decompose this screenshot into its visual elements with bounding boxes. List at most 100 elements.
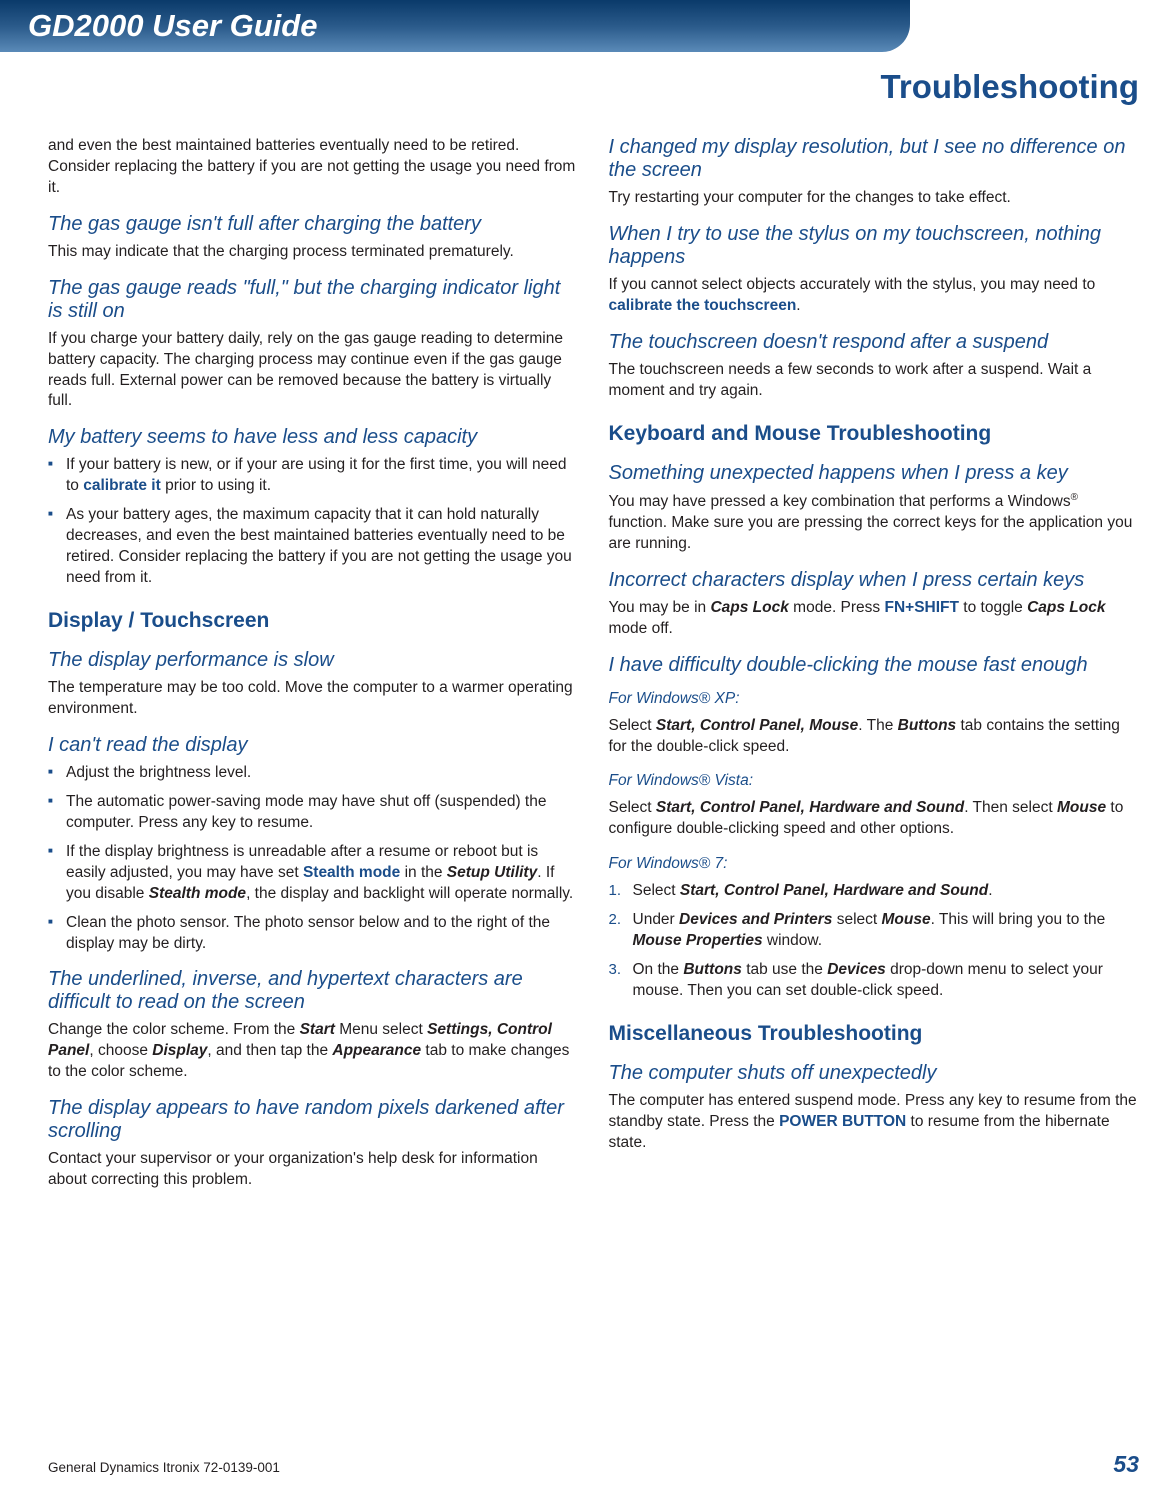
list-item: If the display brightness is unreadable … [48,842,579,905]
text-fragment: prior to using it. [161,477,271,494]
page-number: 53 [1113,1451,1139,1478]
text-fragment: Select [609,799,656,816]
text-underlined: Change the color scheme. From the Start … [48,1020,579,1083]
heading-resolution: I changed my display resolution, but I s… [609,136,1140,182]
text-xp: Select Start, Control Panel, Mouse. The … [609,716,1140,758]
bold-italic: Caps Lock [1027,599,1105,616]
bold-italic: Setup Utility [447,864,537,881]
heading-win7: For Windows® 7: [609,854,1140,875]
text-fragment: . Then select [964,799,1057,816]
heading-suspend: The touchscreen doesn't respond after a … [609,331,1140,354]
heading-xp: For Windows® XP: [609,689,1140,710]
list-item: As your battery ages, the maximum capaci… [48,505,579,589]
text-fragment: , the display and backlight will operate… [246,885,573,902]
text-shutoff: The computer has entered suspend mode. P… [609,1091,1140,1154]
text-fragment: On the [633,961,684,978]
text-stylus: If you cannot select objects accurately … [609,275,1140,317]
battery-capacity-list: If your battery is new, or if your are u… [48,455,579,589]
text-fragment: , choose [89,1042,152,1059]
text-suspend: The touchscreen needs a few seconds to w… [609,360,1140,402]
left-column: and even the best maintained batteries e… [48,136,579,1205]
fn-shift-link[interactable]: FN+SHIFT [884,599,959,616]
step-number: 3. [609,960,622,980]
text-fragment: , and then tap the [207,1042,332,1059]
text-fragment: Menu select [335,1021,427,1038]
list-item: If your battery is new, or if your are u… [48,455,579,497]
step-number: 2. [609,910,622,930]
text-fragment: . This will bring you to the [931,911,1106,928]
text-fragment: window. [763,932,822,949]
text-gas-not-full: This may indicate that the charging proc… [48,242,579,263]
heading-underlined: The underlined, inverse, and hypertext c… [48,968,579,1014]
footer-text: General Dynamics Itronix 72-0139-001 [48,1460,280,1475]
text-fragment: Select [633,882,680,899]
step-number: 1. [609,881,622,901]
bold-italic: Caps Lock [710,599,788,616]
bold-italic: Display [152,1042,207,1059]
text-fragment: select [832,911,881,928]
bold-italic: Mouse [1057,799,1106,816]
heading-unexpected-key: Something unexpected happens when I pres… [609,462,1140,485]
text-fragment: to toggle [959,599,1027,616]
text-fragment: mode off. [609,620,673,637]
list-item: 2. Under Devices and Printers select Mou… [609,910,1140,952]
bold-italic: Start, Control Panel, Hardware and Sound [680,882,988,899]
text-fragment: Select [609,717,656,734]
text-unexpected-key: You may have pressed a key combination t… [609,491,1140,555]
text-fragment: Under [633,911,680,928]
bold-italic: Mouse Properties [633,932,763,949]
heading-gas-full-light: The gas gauge reads "full," but the char… [48,277,579,323]
list-item: Adjust the brightness level. [48,763,579,784]
bold-italic: Buttons [898,717,957,734]
bold-italic: Start, Control Panel, Mouse [656,717,858,734]
text-resolution: Try restarting your computer for the cha… [609,188,1140,209]
calibrate-it-link[interactable]: calibrate it [83,477,161,494]
registered-mark: ® [1071,492,1078,503]
section-title: Troubleshooting [0,52,1167,106]
heading-shutoff: The computer shuts off unexpectedly [609,1062,1140,1085]
stealth-mode-link[interactable]: Stealth mode [303,864,400,881]
bold-italic: Buttons [683,961,742,978]
text-fragment: function. Make sure you are pressing the… [609,514,1133,552]
bold-italic: Devices and Printers [679,911,832,928]
footer: General Dynamics Itronix 72-0139-001 53 [48,1451,1139,1478]
content-columns: and even the best maintained batteries e… [0,106,1167,1205]
text-random-pixels: Contact your supervisor or your organiza… [48,1149,579,1191]
list-item: Clean the photo sensor. The photo sensor… [48,913,579,955]
text-fragment: . The [858,717,897,734]
list-item: 1. Select Start, Control Panel, Hardware… [609,881,1140,902]
text-fragment: tab use the [742,961,827,978]
power-button-link[interactable]: POWER BUTTON [779,1113,906,1130]
text-fragment: . [988,882,992,899]
heading-cant-read: I can't read the display [48,734,579,757]
heading-incorrect-chars: Incorrect characters display when I pres… [609,569,1140,592]
heading-vista: For Windows® Vista: [609,771,1140,792]
bold-italic: Devices [827,961,886,978]
heading-keyboard-mouse: Keyboard and Mouse Troubleshooting [609,420,1140,448]
text-display-slow: The temperature may be too cold. Move th… [48,678,579,720]
text-fragment: You may have pressed a key combination t… [609,493,1071,510]
bold-italic: Start [300,1021,335,1038]
header-bar: GD2000 User Guide [0,0,910,52]
heading-stylus: When I try to use the stylus on my touch… [609,223,1140,269]
intro-text: and even the best maintained batteries e… [48,136,579,199]
text-gas-full-light: If you charge your battery daily, rely o… [48,329,579,413]
calibrate-touchscreen-link[interactable]: calibrate the touchscreen [609,297,797,314]
heading-gas-not-full: The gas gauge isn't full after charging … [48,213,579,236]
heading-double-click: I have difficulty double-clicking the mo… [609,654,1140,677]
heading-display-slow: The display performance is slow [48,649,579,672]
text-fragment: in the [400,864,447,881]
text-fragment: mode. Press [789,599,885,616]
win7-steps: 1. Select Start, Control Panel, Hardware… [609,881,1140,1002]
heading-misc: Miscellaneous Troubleshooting [609,1020,1140,1048]
bold-italic: Start, Control Panel, Hardware and Sound [656,799,964,816]
text-fragment: . [796,297,800,314]
heading-display-touchscreen: Display / Touchscreen [48,607,579,635]
bold-italic: Stealth mode [149,885,246,902]
bold-italic: Mouse [882,911,931,928]
text-vista: Select Start, Control Panel, Hardware an… [609,798,1140,840]
text-incorrect-chars: You may be in Caps Lock mode. Press FN+S… [609,598,1140,640]
guide-title: GD2000 User Guide [0,0,910,44]
right-column: I changed my display resolution, but I s… [609,136,1140,1205]
text-fragment: You may be in [609,599,711,616]
